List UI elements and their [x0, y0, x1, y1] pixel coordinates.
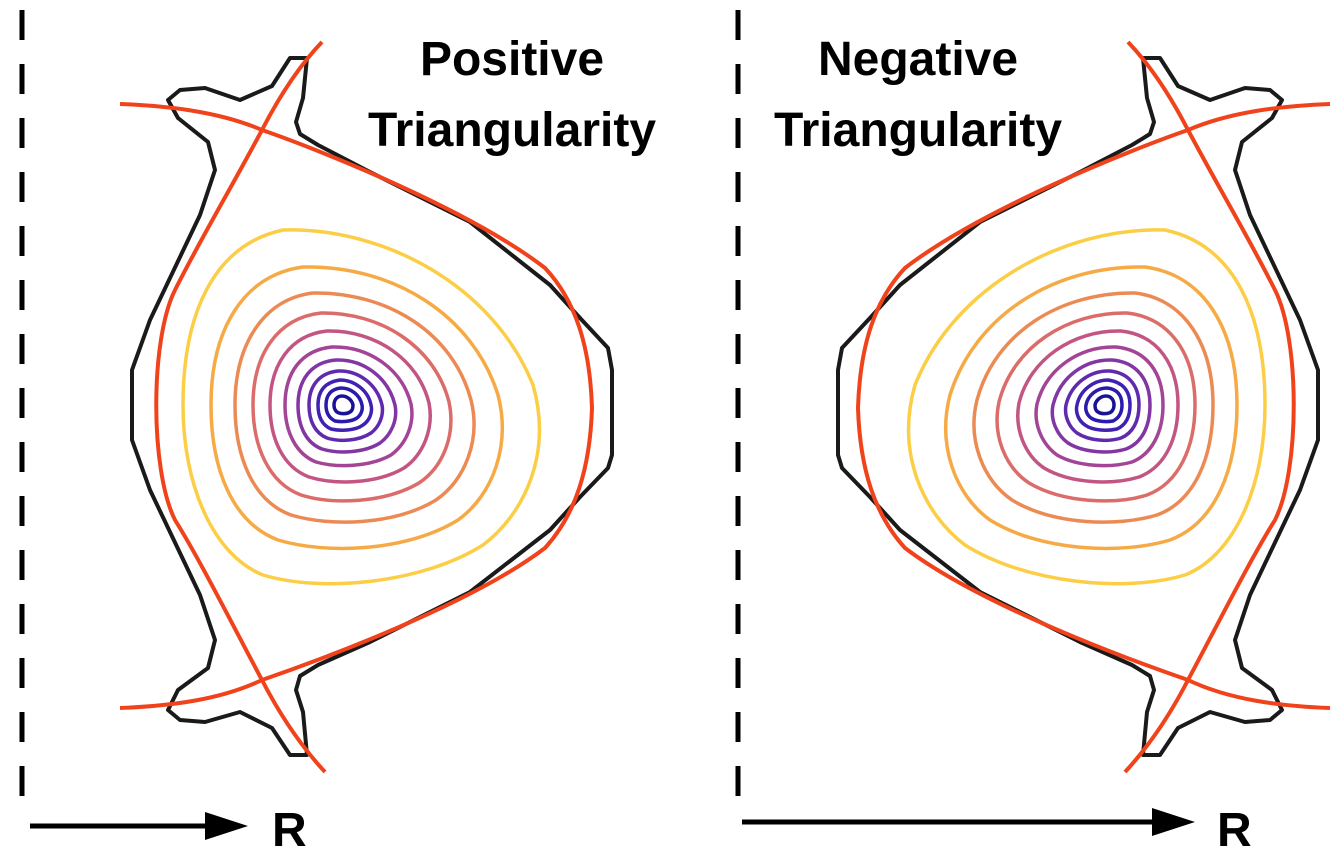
positive-panel: R Positive Triangularity: [19, 10, 656, 854]
negative-flux-surface-9: [1074, 378, 1132, 432]
negative-flux-surface-7: [1050, 358, 1152, 454]
negative-flux-surface-11: [1093, 394, 1116, 416]
positive-flux-surface-10: [324, 386, 364, 424]
positive-flux-surface-8: [307, 369, 385, 443]
positive-flux-surface-4: [251, 311, 453, 503]
negative-flux-surface-4: [995, 311, 1197, 503]
negative-flux-surface-1: [906, 228, 1267, 586]
negative-plasma: [836, 40, 1331, 774]
positive-flux-surface-9: [316, 378, 374, 432]
positive-separatrix-leg-lower-inner: [119, 678, 263, 710]
positive-flux-surface-6: [283, 345, 414, 468]
positive-flux-surface-1: [181, 228, 542, 586]
negative-flux-surface-3: [972, 291, 1215, 524]
positive-title-line1: Positive: [420, 33, 604, 86]
negative-flux-surface-6: [1034, 345, 1165, 468]
negative-flux-surface-10: [1084, 386, 1124, 424]
positive-flux-surface-5: [268, 329, 432, 484]
positive-separatrix-leg-upper-outer: [260, 40, 324, 131]
positive-plasma: [119, 40, 614, 774]
positive-flux-surfaces: [181, 228, 542, 586]
positive-separatrix-leg-lower-outer: [260, 679, 327, 774]
negative-flux-surface-8: [1063, 369, 1141, 443]
positive-r-arrow: [30, 812, 248, 840]
positive-separatrix: [154, 127, 595, 683]
positive-title-line2: Triangularity: [368, 104, 656, 157]
negative-title-line1: Negative: [818, 33, 1018, 86]
positive-flux-surface-7: [296, 358, 398, 454]
negative-flux-surfaces: [906, 228, 1267, 586]
negative-flux-surface-2: [944, 265, 1239, 551]
negative-r-label: R: [1217, 804, 1252, 854]
negative-separatrix-leg-upper-inner: [1187, 102, 1331, 132]
negative-panel: R Negative Triangularity: [735, 10, 1331, 854]
positive-flux-surface-2: [209, 265, 504, 551]
positive-separatrix-leg-upper-inner: [119, 102, 263, 132]
negative-r-arrow: [742, 808, 1195, 836]
negative-title-line2: Triangularity: [774, 104, 1062, 157]
negative-separatrix-leg-lower-outer: [1123, 679, 1190, 774]
positive-flux-surface-11: [332, 394, 355, 416]
negative-flux-surface-5: [1016, 329, 1180, 484]
negative-vessel-wall: [836, 56, 1320, 757]
positive-r-label: R: [272, 804, 307, 854]
positive-vessel-wall: [130, 56, 614, 757]
negative-separatrix-leg-lower-inner: [1187, 678, 1331, 710]
positive-flux-surface-3: [233, 291, 476, 524]
negative-separatrix: [855, 127, 1296, 683]
negative-separatrix-leg-upper-outer: [1126, 40, 1190, 131]
